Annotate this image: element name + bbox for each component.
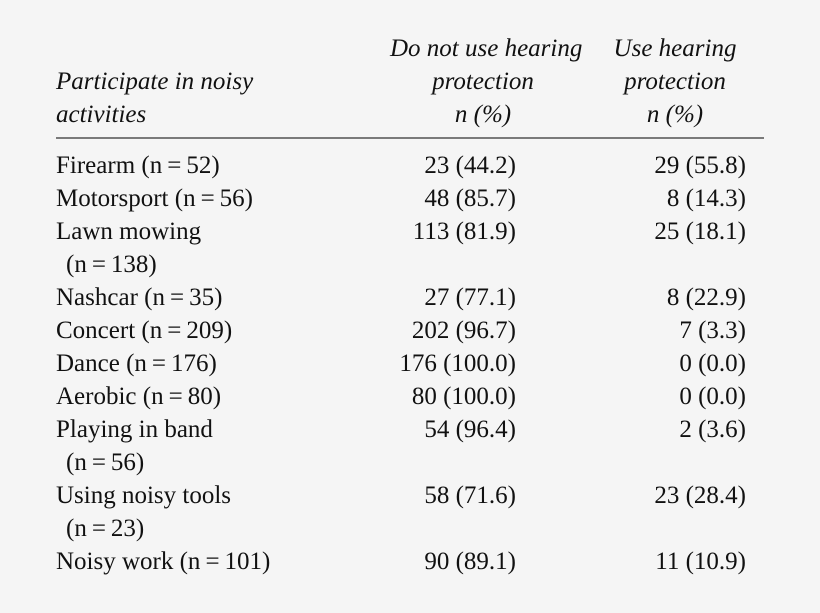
- activity-cell: Dance (n = 176): [56, 347, 356, 380]
- header-no-protection-line: protection: [432, 68, 534, 95]
- no-protection-cell: 58 (71.6): [424, 482, 516, 509]
- protection-cell: 0 (0.0): [679, 383, 746, 410]
- table-row: Dance (n = 176) 176 (100.0) 0 (0.0): [56, 347, 764, 380]
- header-protection-line: Use hearing: [613, 35, 737, 62]
- activity-label: Dance (n = 176): [56, 350, 217, 377]
- activity-cell: Noisy work (n = 101): [56, 545, 356, 578]
- header-no-protection-line: Do not use hearing: [390, 35, 583, 62]
- header-activity-line: activities: [56, 101, 147, 128]
- activity-label: Nashcar (n = 35): [56, 284, 223, 311]
- no-protection-cell: 80 (100.0): [411, 383, 516, 410]
- activity-label-continuation: (n = 138): [66, 251, 157, 278]
- table-body: Firearm (n = 52) 23 (44.2) 29 (55.8) Mot…: [56, 138, 764, 578]
- no-protection-cell: 90 (89.1): [424, 548, 516, 575]
- activity-cell: Concert (n = 209): [56, 314, 356, 347]
- activity-cell: Nashcar (n = 35): [56, 281, 356, 314]
- activity-cell: Using noisy tools (n = 23): [56, 479, 356, 545]
- table-header: Participate in noisy activities Do not u…: [56, 32, 764, 139]
- activity-label: Using noisy tools: [56, 482, 232, 509]
- hearing-protection-table: Participate in noisy activities Do not u…: [56, 32, 764, 578]
- no-protection-cell: 54 (96.4): [424, 416, 516, 443]
- hearing-protection-table-container: Participate in noisy activities Do not u…: [56, 32, 764, 578]
- table-row: Concert (n = 209) 202 (96.7) 7 (3.3): [56, 314, 764, 347]
- no-protection-cell: 202 (96.7): [411, 317, 516, 344]
- protection-cell: 25 (18.1): [654, 218, 746, 245]
- header-activity-line: Participate in noisy: [56, 68, 254, 95]
- header-activity: Participate in noisy activities: [56, 32, 356, 131]
- activity-cell: Firearm (n = 52): [56, 149, 356, 182]
- table-row: Firearm (n = 52) 23 (44.2) 29 (55.8): [56, 149, 764, 182]
- activity-label: Playing in band: [56, 416, 213, 443]
- header-no-protection: Do not use hearing protection n (%): [356, 32, 583, 131]
- activity-cell: Motorsport (n = 56): [56, 182, 356, 215]
- table-row: Lawn mowing (n = 138) 113 (81.9) 25 (18.…: [56, 215, 764, 281]
- no-protection-cell: 23 (44.2): [424, 152, 516, 179]
- table-row: Noisy work (n = 101) 90 (89.1) 11 (10.9): [56, 545, 764, 578]
- protection-cell: 8 (22.9): [666, 284, 746, 311]
- activity-label: Noisy work (n = 101): [56, 548, 271, 575]
- no-protection-cell: 113 (81.9): [412, 218, 516, 245]
- protection-cell: 29 (55.8): [654, 152, 746, 179]
- table-row: Playing in band (n = 56) 54 (96.4) 2 (3.…: [56, 413, 764, 479]
- no-protection-cell: 48 (85.7): [424, 185, 516, 212]
- header-protection: Use hearing protection n (%): [576, 32, 764, 131]
- protection-cell: 11 (10.9): [655, 548, 746, 575]
- activity-label: Lawn mowing: [56, 218, 202, 245]
- activity-cell: Playing in band (n = 56): [56, 413, 356, 479]
- no-protection-cell: 27 (77.1): [424, 284, 516, 311]
- header-protection-line: n (%): [646, 101, 704, 128]
- table-row: Nashcar (n = 35) 27 (77.1) 8 (22.9): [56, 281, 764, 314]
- activity-cell: Lawn mowing (n = 138): [56, 215, 356, 281]
- protection-cell: 0 (0.0): [679, 350, 746, 377]
- protection-cell: 8 (14.3): [666, 185, 746, 212]
- activity-label: Firearm (n = 52): [56, 152, 220, 179]
- activity-label: Aerobic (n = 80): [56, 383, 222, 410]
- table-row: Motorsport (n = 56) 48 (85.7) 8 (14.3): [56, 182, 764, 215]
- activity-cell: Aerobic (n = 80): [56, 380, 356, 413]
- protection-cell: 2 (3.6): [679, 416, 746, 443]
- activity-label-continuation: (n = 23): [66, 515, 145, 542]
- protection-cell: 7 (3.3): [679, 317, 746, 344]
- table-row: Aerobic (n = 80) 80 (100.0) 0 (0.0): [56, 380, 764, 413]
- header-protection-line: protection: [624, 68, 726, 95]
- header-no-protection-line: n (%): [454, 101, 512, 128]
- protection-cell: 23 (28.4): [654, 482, 746, 509]
- activity-label: Motorsport (n = 56): [56, 185, 254, 212]
- table-row: Using noisy tools (n = 23) 58 (71.6) 23 …: [56, 479, 764, 545]
- no-protection-cell: 176 (100.0): [399, 350, 516, 377]
- activity-label-continuation: (n = 56): [66, 449, 145, 476]
- activity-label: Concert (n = 209): [56, 317, 233, 344]
